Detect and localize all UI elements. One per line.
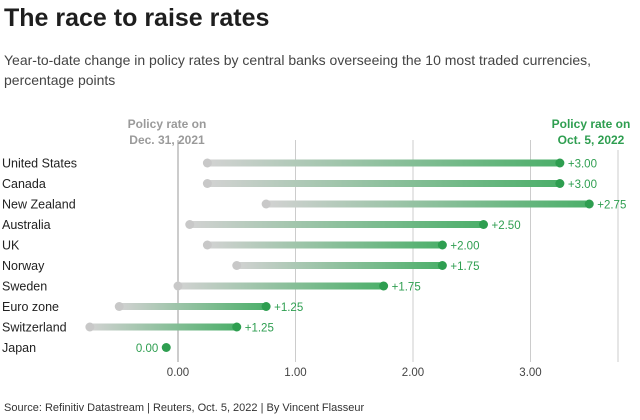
end-annotation-line-1: Oct. 5, 2022: [558, 133, 625, 147]
row-label-4: UK: [2, 239, 20, 253]
source-note: Source: Refinitiv Datastream | Reuters, …: [4, 402, 365, 414]
x-axis-ticks: 0.00 1.00 2.00 3.00: [167, 367, 542, 379]
rows-layer: United States +3.00 Canada +3.00 New Zealand…: [2, 157, 626, 356]
range-bar-8: [89, 323, 237, 331]
end-dot-2: [584, 199, 594, 209]
start-annotation-line-1: Dec. 31, 2021: [129, 133, 205, 147]
end-dot-8: [232, 322, 242, 332]
range-bar-7: [119, 303, 267, 310]
range-bar-5: [236, 262, 443, 269]
row-label-8: Switzerland: [2, 321, 67, 335]
x-tick-label-0: 0.00: [167, 367, 189, 379]
row-label-6: Sweden: [2, 280, 47, 294]
start-annotation-line-0: Policy rate on: [128, 117, 207, 131]
dumbbell-chart: Policy rate on Dec. 31, 2021 Policy rate o…: [2, 117, 631, 379]
chart-title: The race to raise rates: [4, 4, 270, 32]
start-dot-7: [114, 302, 124, 311]
x-tick-label-2: 2.00: [402, 367, 424, 379]
start-dot-4: [202, 240, 212, 250]
change-label-9: 0.00: [136, 343, 158, 355]
row-label-9: Japan: [2, 341, 36, 355]
change-label-2: +2.75: [597, 200, 626, 212]
end-dot-9: [161, 343, 171, 352]
change-label-3: +2.50: [492, 220, 521, 232]
end-dot-4: [437, 240, 447, 250]
change-label-0: +3.00: [568, 159, 597, 171]
start-dot-6: [173, 281, 183, 291]
row-label-2: New Zealand: [2, 198, 76, 212]
change-label-6: +1.75: [392, 282, 421, 294]
end-dot-3: [479, 220, 488, 229]
range-bar-2: [266, 200, 590, 208]
x-tick-label-3: 3.00: [519, 367, 541, 379]
end-dot-7: [261, 302, 271, 311]
row-label-0: United States: [2, 157, 77, 171]
chart-subtitle: Year-to-date change in policy rates by c…: [4, 52, 592, 88]
end-dot-1: [555, 179, 565, 188]
start-dot-1: [202, 179, 212, 188]
range-bar-0: [207, 159, 560, 167]
change-label-4: +2.00: [450, 241, 479, 253]
row-label-5: Norway: [2, 259, 45, 273]
annotation-layer: Policy rate on Dec. 31, 2021 Policy rate o…: [128, 117, 631, 147]
start-dot-5: [232, 261, 242, 270]
end-dot-0: [555, 158, 565, 168]
change-label-8: +1.25: [245, 323, 274, 335]
end-dot-6: [379, 281, 389, 291]
x-tick-label-1: 1.00: [284, 367, 306, 379]
range-bar-6: [178, 282, 384, 290]
start-dot-2: [261, 199, 271, 209]
grid-layer: [177, 140, 619, 362]
row-label-1: Canada: [2, 177, 46, 191]
start-dot-0: [202, 158, 212, 168]
change-label-7: +1.25: [274, 302, 303, 314]
start-dot-3: [185, 220, 195, 229]
range-bar-4: [207, 241, 443, 249]
row-label-7: Euro zone: [2, 300, 59, 314]
range-bar-3: [189, 221, 484, 228]
start-dot-8: [85, 322, 95, 332]
end-annotation-line-0: Policy rate on: [552, 117, 631, 131]
change-label-5: +1.75: [450, 261, 479, 273]
end-dot-5: [437, 261, 447, 270]
change-label-1: +3.00: [568, 179, 597, 191]
row-label-3: Australia: [2, 218, 51, 232]
range-bar-1: [207, 180, 560, 187]
